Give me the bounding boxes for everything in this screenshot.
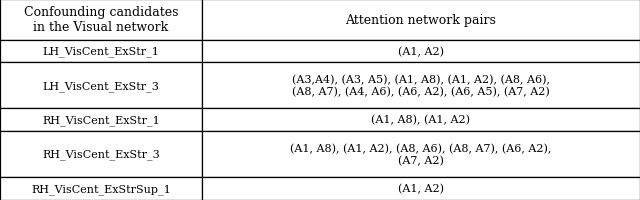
Bar <box>0 41 202 63</box>
Bar <box>0 0 202 41</box>
Bar <box>202 177 640 200</box>
Text: Attention network pairs: Attention network pairs <box>346 14 496 27</box>
Text: RH_VisCent_ExStr_3: RH_VisCent_ExStr_3 <box>42 148 159 159</box>
Text: (A3,A4), (A3, A5), (A1, A8), (A1, A2), (A8, A6),
(A8, A7), (A4, A6), (A6, A2), (: (A3,A4), (A3, A5), (A1, A8), (A1, A2), (… <box>292 75 550 97</box>
Text: (A1, A8), (A1, A2): (A1, A8), (A1, A2) <box>371 115 470 125</box>
Bar <box>202 63 640 109</box>
Bar <box>0 63 202 109</box>
Text: RH_VisCent_ExStrSup_1: RH_VisCent_ExStrSup_1 <box>31 183 171 194</box>
Text: (A1, A8), (A1, A2), (A8, A6), (A8, A7), (A6, A2),
(A7, A2): (A1, A8), (A1, A2), (A8, A6), (A8, A7), … <box>290 143 552 165</box>
Text: LH_VisCent_ExStr_1: LH_VisCent_ExStr_1 <box>42 46 159 57</box>
Text: LH_VisCent_ExStr_3: LH_VisCent_ExStr_3 <box>42 80 159 91</box>
Bar <box>0 131 202 177</box>
Bar <box>202 131 640 177</box>
Bar <box>202 0 640 41</box>
Text: (A1, A2): (A1, A2) <box>398 47 444 57</box>
Text: Confounding candidates
in the Visual network: Confounding candidates in the Visual net… <box>24 6 178 34</box>
Text: (A1, A2): (A1, A2) <box>398 183 444 193</box>
Bar <box>202 109 640 131</box>
Bar <box>0 109 202 131</box>
Bar <box>0 177 202 200</box>
Bar <box>202 41 640 63</box>
Text: RH_VisCent_ExStr_1: RH_VisCent_ExStr_1 <box>42 114 159 125</box>
